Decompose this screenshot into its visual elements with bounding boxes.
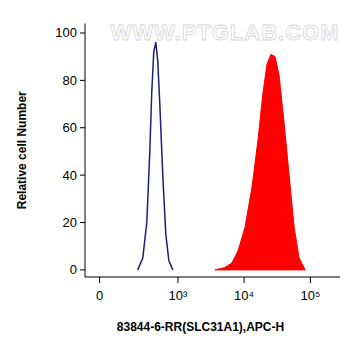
y-tick [80, 32, 85, 33]
y-tick [80, 175, 85, 176]
x-tick-label: 10⁵ [300, 288, 320, 303]
y-tick-label: 0 [70, 262, 77, 277]
x-tick [310, 277, 311, 283]
x-tick [177, 277, 178, 283]
y-tick [80, 222, 85, 223]
y-tick-label: 60 [63, 120, 77, 135]
x-tick-label: 10³ [169, 288, 188, 303]
y-tick [80, 127, 85, 128]
plot-area [138, 42, 306, 269]
y-tick-label: 20 [63, 215, 77, 230]
x-tick-label: 10⁴ [234, 288, 254, 303]
y-tick-label: 80 [63, 73, 77, 88]
chart: WWW.PTGLAB.COM 0 20 40 60 80 100 0 10³ 10⁴ 10⁵ 8384… [0, 0, 361, 356]
x-tick [99, 277, 100, 283]
y-axis [85, 24, 86, 278]
watermark: WWW.PTGLAB.COM [110, 20, 339, 45]
y-tick-label: 100 [55, 25, 77, 40]
x-axis [85, 277, 340, 278]
histogram-area [215, 54, 305, 270]
y-tick-label: 40 [63, 168, 77, 183]
x-tick-label: 0 [96, 288, 103, 303]
x-tick [244, 277, 245, 283]
x-axis-label: 83844-6-RR(SLC31A1),APC-H [117, 320, 284, 334]
y-tick [80, 269, 85, 270]
y-tick [80, 80, 85, 81]
histogram-line [138, 42, 173, 269]
y-axis-label: Relative cell Number [15, 91, 29, 209]
